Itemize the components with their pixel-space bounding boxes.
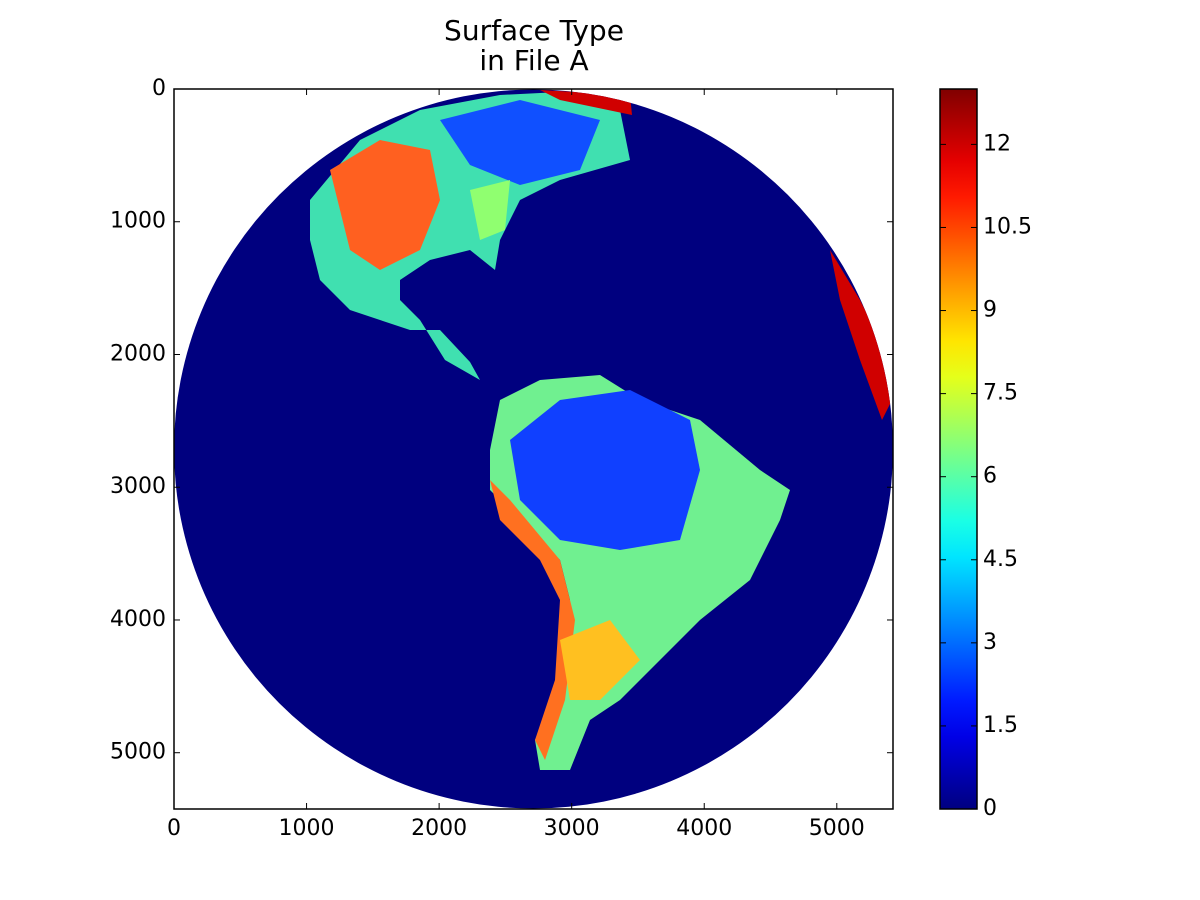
x-tick-label: 2000 (411, 816, 467, 841)
colorbar-tick-label: 4.5 (983, 547, 1018, 572)
colorbar-tick-label: 7.5 (983, 381, 1018, 406)
x-tick-label: 4000 (676, 816, 732, 841)
colorbar-tick-label: 6 (983, 464, 997, 489)
y-tick-label: 4000 (110, 607, 166, 632)
colorbar-tick-label: 10.5 (983, 214, 1032, 239)
colorbar-tick-label: 3 (983, 630, 997, 655)
colorbar (939, 88, 978, 810)
land-surface (310, 90, 892, 770)
x-tick-label: 5000 (809, 816, 865, 841)
y-tick-label: 5000 (110, 740, 166, 765)
colorbar-tick-label: 0 (983, 796, 997, 821)
colorbar-tick-label: 9 (983, 298, 997, 323)
axes-frame (173, 88, 894, 810)
y-tick-label: 3000 (110, 474, 166, 499)
y-tick-label: 1000 (110, 209, 166, 234)
x-tick-label: 3000 (544, 816, 600, 841)
chart-title: Surface Type in File A (444, 14, 624, 77)
y-tick-label: 2000 (110, 341, 166, 366)
y-tick-label: 0 (152, 76, 166, 101)
x-tick-label: 1000 (279, 816, 335, 841)
colorbar-tick-label: 1.5 (983, 713, 1018, 738)
x-tick-label: 0 (167, 816, 181, 841)
colorbar-tick-label: 12 (983, 131, 1011, 156)
